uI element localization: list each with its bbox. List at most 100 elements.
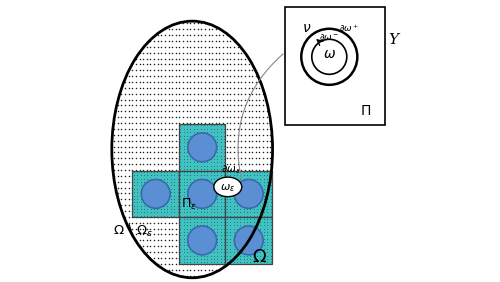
Point (260, 260, 268, 265)
Point (243, 180, 251, 184)
Point (190, 267, 198, 272)
Point (164, 103, 172, 108)
Point (182, 86, 190, 90)
Point (243, 233, 251, 238)
Point (248, 91, 256, 96)
Point (220, 257, 228, 261)
Point (210, 246, 218, 251)
Point (216, 177, 224, 181)
Point (176, 21, 184, 26)
Point (204, 45, 212, 49)
Point (216, 197, 224, 202)
Point (158, 238, 166, 243)
Point (196, 150, 204, 155)
Point (256, 170, 264, 174)
Point (236, 193, 244, 198)
Point (158, 138, 166, 143)
Point (186, 127, 194, 131)
Point (248, 62, 256, 67)
Point (132, 197, 140, 202)
Point (240, 170, 248, 174)
Point (241, 144, 249, 149)
Point (252, 156, 260, 160)
Point (194, 185, 202, 190)
Point (208, 39, 216, 43)
Point (186, 203, 194, 208)
Point (214, 216, 222, 221)
Point (179, 21, 187, 26)
Point (240, 190, 248, 195)
Point (124, 74, 132, 78)
Point (244, 62, 252, 67)
Point (133, 210, 141, 215)
Point (164, 138, 172, 143)
Point (183, 160, 191, 165)
Point (146, 150, 154, 155)
Point (130, 207, 138, 211)
Point (174, 197, 182, 201)
Point (176, 250, 184, 254)
Point (216, 33, 224, 38)
Point (143, 150, 151, 155)
Point (198, 56, 205, 61)
Point (234, 215, 241, 219)
Point (223, 180, 231, 184)
Point (216, 207, 224, 211)
Point (266, 177, 274, 181)
Point (193, 243, 201, 248)
Point (220, 216, 228, 221)
Point (130, 200, 138, 204)
Point (246, 223, 254, 228)
Point (182, 185, 190, 190)
Point (208, 174, 216, 178)
Point (176, 144, 184, 148)
Point (230, 207, 237, 211)
Point (222, 215, 230, 219)
Point (196, 127, 204, 131)
Point (144, 183, 152, 188)
Point (164, 170, 172, 174)
Point (198, 261, 205, 266)
Point (208, 156, 216, 160)
Point (154, 74, 162, 78)
Point (214, 140, 222, 145)
Point (121, 185, 129, 190)
Point (194, 273, 202, 278)
Point (194, 121, 202, 125)
Point (243, 220, 251, 224)
Point (253, 233, 261, 238)
Point (230, 230, 237, 234)
Point (204, 80, 212, 84)
Point (179, 45, 187, 49)
Point (124, 127, 132, 131)
Point (236, 173, 244, 178)
Point (170, 180, 178, 184)
Point (168, 250, 176, 254)
Point (183, 213, 191, 218)
Point (216, 156, 224, 160)
Point (243, 193, 251, 198)
Point (164, 121, 172, 125)
Point (179, 197, 187, 202)
Point (226, 56, 234, 61)
Point (253, 220, 261, 224)
Point (226, 173, 234, 178)
Point (194, 168, 202, 172)
Point (236, 213, 244, 218)
Point (172, 191, 180, 196)
Point (223, 243, 231, 248)
Point (154, 138, 162, 143)
Point (121, 156, 129, 160)
Point (161, 68, 169, 72)
Point (164, 200, 172, 204)
Point (158, 215, 166, 219)
Point (182, 267, 190, 272)
Point (210, 213, 218, 218)
Point (219, 91, 227, 96)
Point (223, 177, 231, 181)
Point (193, 183, 201, 188)
Bar (179, 217, 226, 264)
Point (172, 86, 180, 90)
Point (216, 253, 224, 258)
Point (172, 156, 180, 160)
